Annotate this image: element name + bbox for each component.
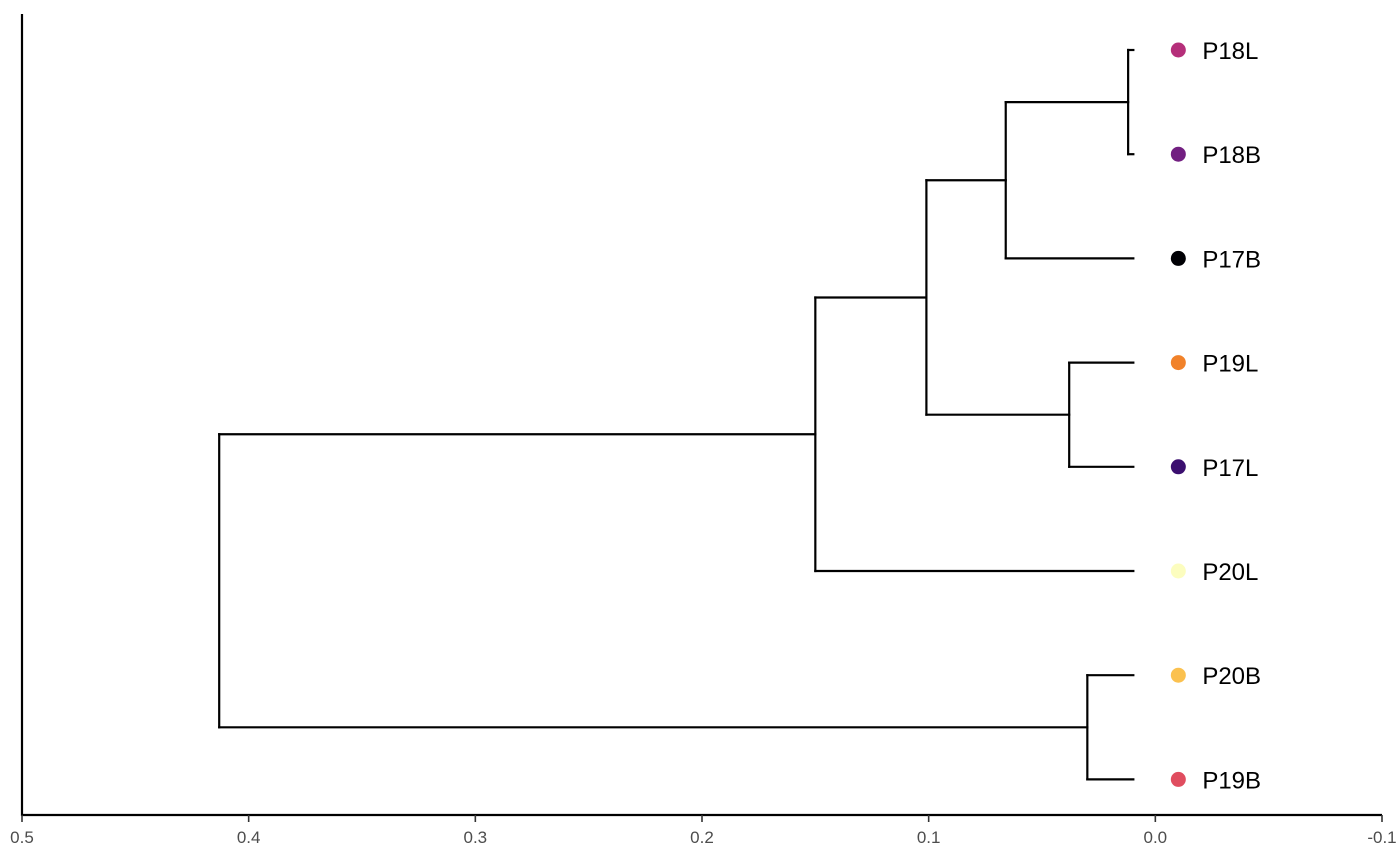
leaf-marker-p19b	[1170, 771, 1186, 787]
leaf-marker-p17b	[1170, 250, 1186, 266]
leaf-marker-p17l	[1170, 459, 1186, 475]
x-tick-label: 0.3	[464, 828, 488, 847]
x-tick-label: -0.1	[1367, 828, 1396, 847]
dendrogram-branches	[218, 48, 1135, 781]
x-tick-label: 0.4	[237, 828, 261, 847]
x-tick-label: 0.2	[690, 828, 714, 847]
x-tick-label: 0.5	[10, 828, 34, 847]
leaf-marker-p18l	[1170, 42, 1186, 58]
leaf-marker-p19l	[1170, 355, 1186, 371]
leaf-marker-p20l	[1170, 563, 1186, 579]
leaf-marker-p18b	[1170, 146, 1186, 162]
x-tick-label: 0.0	[1144, 828, 1168, 847]
leaf-marker-p20b	[1170, 667, 1186, 683]
leaf-label-p20b: P20B	[1202, 663, 1261, 690]
leaf-markers: P18L P18B P17B P19L P17L P20L P20B P19B	[1170, 38, 1261, 794]
leaf-label-p20l: P20L	[1202, 559, 1258, 586]
leaf-label-p19l: P19L	[1202, 351, 1258, 378]
x-tick-label: 0.1	[917, 828, 941, 847]
leaf-label-p17l: P17L	[1202, 455, 1258, 482]
leaf-label-p19b: P19B	[1202, 767, 1261, 794]
leaf-label-p18l: P18L	[1202, 38, 1258, 65]
x-axis: 0.5 0.4 0.3 0.2 0.1 0.0 -0.1	[10, 14, 1397, 847]
leaf-label-p17b: P17B	[1202, 246, 1261, 273]
leaf-label-p18b: P18B	[1202, 142, 1261, 169]
